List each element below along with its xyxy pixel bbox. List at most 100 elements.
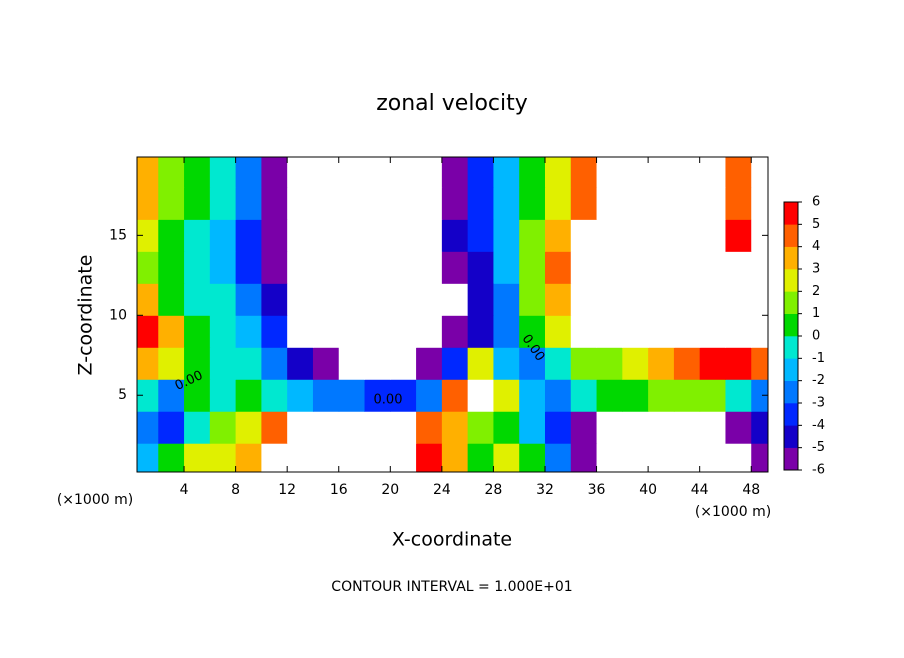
field-cell: [596, 251, 623, 284]
field-cell: [390, 347, 417, 380]
field-cell: [137, 347, 159, 380]
field-cell: [673, 251, 701, 284]
field-cell: [467, 443, 494, 472]
field-cell: [596, 411, 623, 444]
field-cell: [596, 315, 623, 348]
field-cell: [235, 411, 262, 444]
field-cell: [312, 283, 340, 316]
field-cell: [622, 283, 649, 316]
field-cell: [338, 379, 366, 412]
field-cell: [519, 315, 546, 348]
field-cell: [544, 157, 572, 188]
x-tick-label: 8: [231, 482, 240, 498]
colorbar-label: 6: [812, 195, 820, 210]
field-cell: [364, 251, 391, 284]
field-cell: [137, 283, 159, 316]
field-cell: [287, 315, 314, 348]
field-cell: [725, 187, 752, 220]
field-cell: [441, 187, 469, 220]
field-cell: [158, 315, 185, 348]
contour-label: 0.00: [374, 393, 403, 408]
field-cell: [493, 443, 520, 472]
field-cell: [158, 157, 185, 188]
field-cell: [416, 443, 443, 472]
field-cell: [235, 157, 262, 188]
field-cell: [137, 187, 159, 220]
field-cell: [158, 443, 185, 472]
field-cell: [184, 219, 211, 252]
field-cell: [312, 411, 340, 444]
field-cell: [184, 251, 211, 284]
field-cell: [261, 157, 288, 188]
field-cell: [287, 251, 314, 284]
field-cell: [673, 347, 701, 380]
field-cell: [287, 283, 314, 316]
field-cell: [467, 157, 494, 188]
field-cell: [158, 347, 185, 380]
field-cell: [209, 443, 237, 472]
y-tick-label: 10: [109, 307, 127, 323]
field-cell: [648, 347, 675, 380]
colorbar-swatch: [784, 291, 798, 314]
field-cell: [441, 315, 469, 348]
field-cell: [493, 315, 520, 348]
field-cell: [261, 347, 288, 380]
y-axis-label: Z-coordinate: [75, 255, 97, 376]
field-cell: [261, 443, 288, 472]
field-cell: [235, 283, 262, 316]
x-tick-label: 16: [330, 482, 348, 498]
field-cell: [441, 379, 469, 412]
field-cell: [441, 251, 469, 284]
field-cell: [312, 315, 340, 348]
field-cell: [364, 379, 391, 412]
field-cell: [416, 347, 443, 380]
footer: CONTOUR INTERVAL = 1.000E+01: [331, 579, 572, 595]
field-cell: [364, 411, 391, 444]
field-cell: [622, 219, 649, 252]
field-cell: [158, 283, 185, 316]
x-tick-label: 12: [278, 482, 296, 498]
x-unit-label: (×1000 m): [57, 492, 133, 508]
field-cell: [390, 251, 417, 284]
colorbar-label: 4: [812, 239, 820, 254]
field-cell: [673, 315, 701, 348]
field-cell: [261, 219, 288, 252]
field-cell: [673, 219, 701, 252]
field-cell: [622, 187, 649, 220]
field-cell: [312, 443, 340, 472]
x-tick-label: 36: [588, 482, 606, 498]
field-cell: [699, 315, 726, 348]
field-cell: [235, 251, 262, 284]
field-cell: [416, 157, 443, 188]
field-cell: [441, 347, 469, 380]
field-cell: [725, 315, 752, 348]
field-cell: [648, 251, 675, 284]
field-cell: [441, 283, 469, 316]
x-tick-label: 40: [639, 482, 657, 498]
field-cell: [261, 187, 288, 220]
field-cell: [261, 411, 288, 444]
field-cell: [184, 157, 211, 188]
field-cell: [751, 411, 768, 444]
field-cell: [287, 411, 314, 444]
colorbar-label: 2: [812, 284, 820, 299]
field-cell: [158, 251, 185, 284]
field-cell: [544, 283, 572, 316]
field-cell: [261, 283, 288, 316]
field-cell: [312, 379, 340, 412]
field-cell: [416, 379, 443, 412]
field-cell: [699, 157, 726, 188]
field-cell: [544, 347, 572, 380]
field-cell: [751, 283, 768, 316]
field-cell: [364, 187, 391, 220]
colorbar-swatch: [784, 358, 798, 381]
field-cell: [544, 379, 572, 412]
field-cell: [312, 219, 340, 252]
field-cell: [699, 283, 726, 316]
field-cell: [467, 283, 494, 316]
field-cell: [441, 443, 469, 472]
field-cell: [493, 283, 520, 316]
field-cell: [364, 219, 391, 252]
colorbar-label: 1: [812, 306, 820, 321]
field-cell: [699, 219, 726, 252]
